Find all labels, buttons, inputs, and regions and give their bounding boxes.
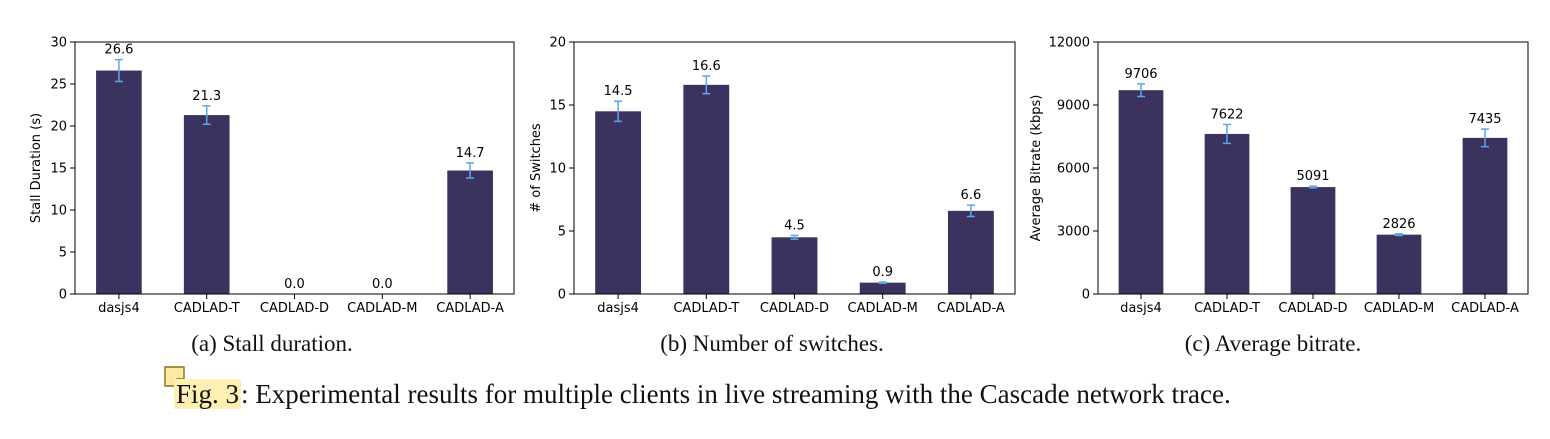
y-tick-label: 3000: [1057, 225, 1090, 240]
plot-frame: [1097, 41, 1529, 295]
plot-frame: [573, 41, 1016, 295]
value-label: 0.0: [372, 277, 393, 292]
y-tick-label: 10: [549, 162, 566, 177]
value-label: 0.0: [284, 277, 305, 292]
error-bar: [114, 58, 123, 83]
error-bar: [878, 281, 887, 285]
plot-frame: [74, 41, 515, 295]
subcaption-a: (a) Stall duration.: [191, 331, 353, 356]
value-label: 6.6: [961, 188, 982, 203]
value-label: 9706: [1124, 67, 1157, 82]
error-bar: [466, 162, 475, 179]
value-label: 21.3: [192, 89, 221, 104]
value-label: 16.6: [692, 59, 721, 74]
value-label: 14.5: [604, 84, 633, 99]
value-label: 0.9: [872, 265, 893, 280]
y-axis-label: Stall Duration (s): [29, 113, 44, 223]
y-tick-label: 5: [59, 246, 67, 261]
x-tick-label: dasjs4: [98, 301, 140, 316]
chart-1: 0 5 10 15 20 # of Switches 14.5 dasjs4 16.6 CADLA…: [529, 36, 1016, 316]
y-tick-label: 15: [50, 162, 67, 177]
x-tick-label: CADLAD-M: [1364, 301, 1434, 316]
bar-dasjs4: [595, 111, 642, 294]
bar-dasjs4: [96, 70, 142, 294]
value-label: 7622: [1210, 107, 1243, 122]
figure-label[interactable]: Fig. 3: [174, 379, 242, 409]
bar-cadlad-a: [947, 210, 994, 294]
y-tick-label: 10: [50, 204, 67, 219]
x-tick-label: CADLAD-A: [1451, 301, 1519, 316]
subcaption-b: (b) Number of switches.: [660, 331, 884, 356]
x-tick-label: dasjs4: [1120, 301, 1162, 316]
error-bar: [1223, 123, 1231, 145]
y-tick-label: 25: [50, 78, 67, 93]
y-tick-label: 9000: [1057, 99, 1090, 114]
error-bar: [1137, 83, 1145, 98]
error-bar: [702, 75, 711, 95]
bar-cadlad-t: [683, 84, 730, 294]
y-tick-label: 0: [558, 288, 566, 303]
subcaption-c: (c) Average bitrate.: [1184, 331, 1362, 356]
y-axis-label: # of Switches: [529, 123, 544, 213]
x-tick-label: CADLAD-D: [1278, 301, 1347, 316]
error-bar: [1309, 185, 1317, 189]
y-tick-label: 0: [1082, 288, 1090, 303]
x-tick-label: CADLAD-A: [937, 301, 1005, 316]
value-label: 4.5: [784, 218, 805, 233]
y-tick-label: 12000: [1049, 36, 1090, 51]
bar-cadlad-d: [1290, 187, 1336, 294]
figure-charts: 0 5 10 15 20 25 30 Stall Duration (s) 26.6 dasjs4…: [29, 36, 1529, 316]
error-bar: [966, 204, 975, 218]
figure-caption-text: : Experimental results for multiple clie…: [241, 379, 1231, 409]
x-tick-label: dasjs4: [597, 301, 639, 316]
y-tick-label: 15: [549, 99, 566, 114]
y-tick-label: 5: [558, 225, 566, 240]
y-tick-label: 20: [549, 36, 566, 51]
bar-cadlad-d: [771, 237, 818, 294]
bar-cadlad-t: [1204, 133, 1250, 294]
bar-cadlad-t: [183, 115, 230, 294]
y-axis-label: Average Bitrate (kbps): [1029, 95, 1044, 242]
value-label: 2826: [1382, 217, 1415, 232]
bar-cadlad-a: [1462, 137, 1508, 294]
error-bar: [790, 234, 799, 240]
y-tick-label: 6000: [1057, 162, 1090, 177]
y-tick-label: 30: [50, 36, 67, 51]
x-tick-label: CADLAD-A: [436, 301, 504, 316]
value-label: 5091: [1296, 169, 1329, 184]
error-bar: [614, 100, 623, 123]
error-bar: [1395, 233, 1403, 237]
bar-dasjs4: [1118, 90, 1164, 294]
x-tick-label: CADLAD-D: [760, 301, 829, 316]
x-tick-label: CADLAD-T: [1194, 301, 1260, 316]
value-label: 14.7: [456, 146, 485, 161]
chart-2: 0 3000 6000 9000 12000 Average Bitrate (kbps)…: [1029, 36, 1529, 316]
error-bar: [1481, 128, 1489, 148]
x-tick-label: CADLAD-M: [347, 301, 417, 316]
x-tick-label: CADLAD-T: [673, 301, 739, 316]
bar-cadlad-m: [1376, 234, 1422, 294]
chart-0: 0 5 10 15 20 25 30 Stall Duration (s) 26.6 dasjs4…: [29, 36, 515, 316]
y-tick-label: 0: [59, 288, 67, 303]
x-tick-label: CADLAD-D: [260, 301, 329, 316]
bar-cadlad-a: [447, 170, 493, 294]
x-tick-label: CADLAD-M: [848, 301, 918, 316]
bar-cadlad-m: [859, 282, 906, 294]
figure-caption: Fig. 3: Experimental results for multipl…: [174, 379, 1231, 410]
x-tick-label: CADLAD-T: [174, 301, 240, 316]
y-tick-label: 20: [50, 120, 67, 135]
value-label: 7435: [1468, 112, 1501, 127]
error-bar: [202, 105, 211, 126]
value-label: 26.6: [104, 43, 133, 58]
